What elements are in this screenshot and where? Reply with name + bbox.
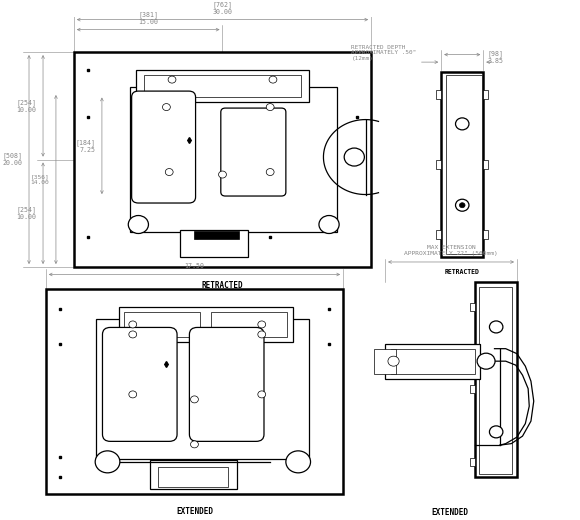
- Bar: [74, 52, 371, 267]
- Bar: [96, 319, 309, 459]
- Bar: [479, 287, 513, 474]
- Circle shape: [269, 76, 277, 83]
- Bar: [234, 132, 273, 182]
- Circle shape: [168, 76, 176, 83]
- Text: [254]
10.00: [254] 10.00: [16, 99, 37, 113]
- Text: [184]
7.25: [184] 7.25: [75, 139, 95, 153]
- Bar: [483, 90, 488, 99]
- Bar: [180, 229, 248, 257]
- Bar: [470, 458, 475, 466]
- Bar: [441, 72, 483, 257]
- Circle shape: [129, 331, 137, 338]
- Text: [98]
3.85: [98] 3.85: [488, 50, 504, 64]
- Circle shape: [129, 391, 137, 398]
- Circle shape: [266, 103, 274, 111]
- Bar: [144, 74, 301, 97]
- FancyBboxPatch shape: [190, 328, 264, 441]
- Circle shape: [344, 148, 364, 166]
- Bar: [436, 90, 441, 99]
- Circle shape: [455, 118, 469, 130]
- Bar: [391, 349, 475, 374]
- Bar: [158, 467, 228, 487]
- Bar: [130, 87, 338, 232]
- Circle shape: [459, 203, 465, 207]
- Bar: [150, 460, 237, 489]
- Circle shape: [190, 441, 198, 448]
- Circle shape: [219, 171, 226, 178]
- FancyBboxPatch shape: [221, 108, 286, 196]
- Circle shape: [286, 451, 310, 473]
- Circle shape: [165, 168, 173, 176]
- FancyBboxPatch shape: [132, 91, 195, 203]
- Bar: [374, 349, 396, 374]
- Bar: [483, 230, 488, 239]
- FancyBboxPatch shape: [103, 328, 177, 441]
- Text: MAX EXTENSION
APPROXIMATELY 22" (560mm): MAX EXTENSION APPROXIMATELY 22" (560mm): [404, 245, 498, 256]
- Bar: [385, 344, 480, 379]
- Text: [762]
30.00: [762] 30.00: [212, 1, 233, 15]
- Circle shape: [258, 391, 266, 398]
- Text: [254]
10.00: [254] 10.00: [16, 206, 37, 220]
- Bar: [211, 312, 287, 337]
- Bar: [194, 230, 240, 240]
- Bar: [475, 282, 517, 477]
- Text: EXTENDED: EXTENDED: [176, 507, 213, 516]
- Circle shape: [388, 356, 399, 366]
- Text: [381]
15.00: [381] 15.00: [138, 11, 158, 24]
- Text: 17.50: 17.50: [184, 264, 205, 269]
- Text: RETRACTED: RETRACTED: [445, 269, 480, 276]
- Circle shape: [319, 215, 339, 233]
- Text: EXTENDED: EXTENDED: [431, 508, 468, 517]
- Circle shape: [258, 331, 266, 338]
- Text: [508]
20.00: [508] 20.00: [2, 153, 22, 166]
- Circle shape: [490, 426, 503, 438]
- Circle shape: [162, 103, 171, 111]
- Circle shape: [190, 396, 198, 403]
- Bar: [119, 307, 292, 342]
- Circle shape: [95, 451, 120, 473]
- Text: RETRACTED DEPTH
APPROXIMATELY .50"
(12mm): RETRACTED DEPTH APPROXIMATELY .50" (12mm…: [351, 45, 416, 61]
- Text: RETRACTED: RETRACTED: [202, 281, 243, 290]
- Bar: [436, 230, 441, 239]
- Circle shape: [258, 321, 266, 328]
- Circle shape: [129, 321, 137, 328]
- Circle shape: [490, 321, 503, 333]
- Bar: [46, 290, 343, 495]
- Circle shape: [128, 215, 148, 233]
- Bar: [470, 303, 475, 311]
- Circle shape: [455, 199, 469, 211]
- Bar: [483, 160, 488, 169]
- Bar: [124, 312, 200, 337]
- Circle shape: [477, 353, 495, 369]
- Bar: [470, 385, 475, 394]
- Bar: [136, 70, 309, 102]
- Circle shape: [266, 168, 274, 176]
- Text: [356]
14.00: [356] 14.00: [30, 174, 49, 185]
- Bar: [445, 74, 482, 254]
- Bar: [436, 160, 441, 169]
